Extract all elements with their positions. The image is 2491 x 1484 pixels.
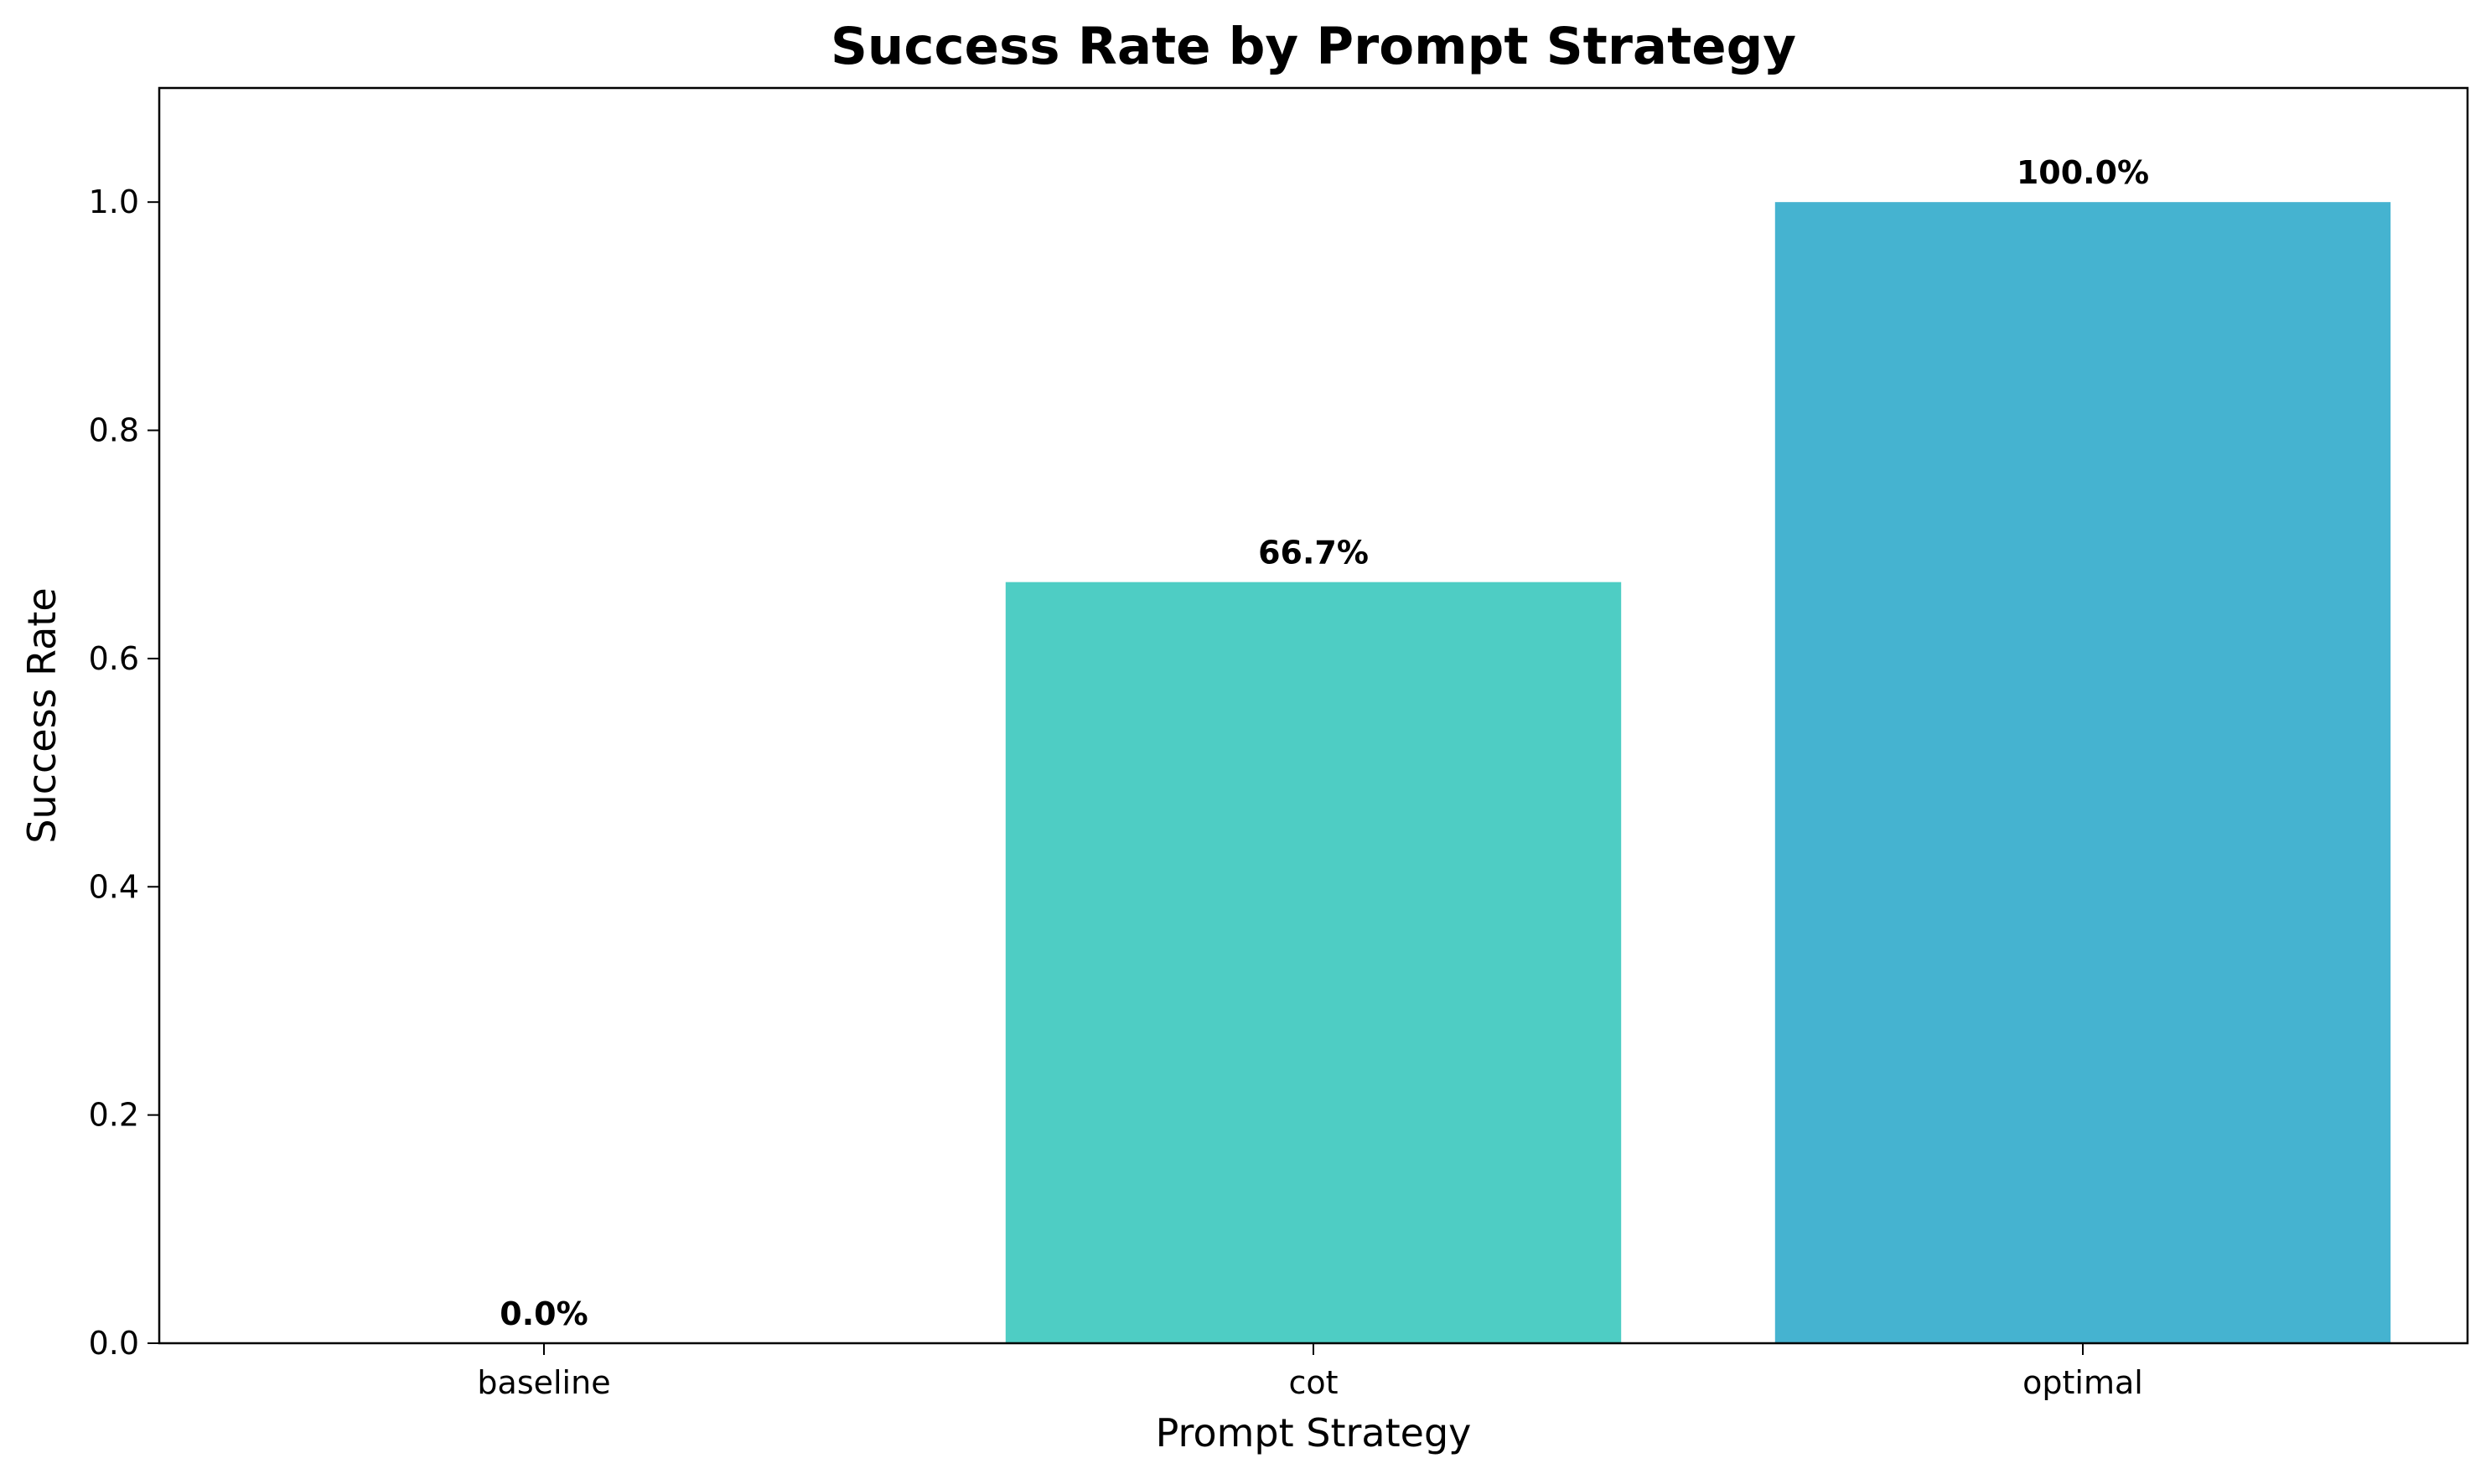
y-axis-label: Success Rate: [19, 587, 65, 843]
bar-optimal: [1774, 202, 2391, 1343]
data-label-optimal: 100.0%: [2017, 154, 2149, 191]
bar-cot: [1005, 582, 1622, 1343]
y-tick-label-3: 0.6: [89, 640, 139, 677]
y-tick-label-0: 0.0: [89, 1325, 139, 1362]
chart-title: Success Rate by Prompt Strategy: [831, 17, 1796, 76]
x-tick-label-baseline: baseline: [477, 1364, 610, 1401]
plot-frame: [158, 86, 2469, 1345]
y-tick-label-2: 0.4: [89, 868, 139, 905]
data-label-baseline: 0.0%: [500, 1295, 588, 1332]
x-axis-label: Prompt Strategy: [1156, 1410, 1472, 1456]
x-tick-label-optimal: optimal: [2022, 1364, 2143, 1401]
y-tick-label-5: 1.0: [89, 184, 139, 220]
data-label-cot: 66.7%: [1258, 535, 1369, 571]
y-tick-label-4: 0.8: [89, 412, 139, 449]
x-tick-label-cot: cot: [1288, 1364, 1338, 1401]
y-tick-label-1: 0.2: [89, 1097, 139, 1134]
